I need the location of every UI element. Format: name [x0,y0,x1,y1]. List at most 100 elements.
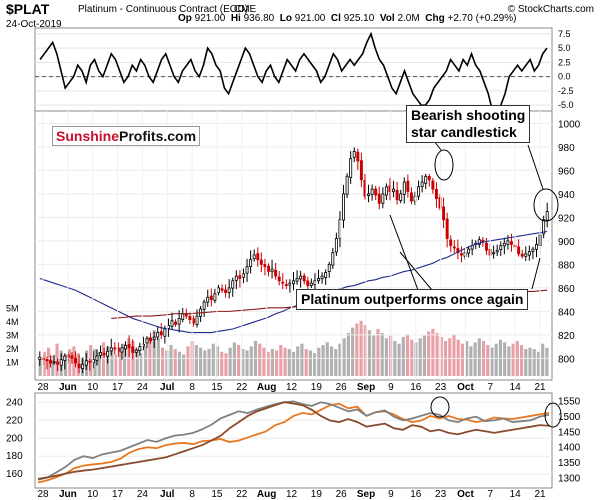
volume-bar [304,349,308,376]
volume-bar [275,350,279,376]
candle-body [334,238,338,253]
volume-bar [51,355,55,376]
volume-bar [249,346,253,376]
x-tick-label-bottom: 28 [37,489,49,500]
candle-body [209,295,213,301]
volume-bar [144,346,148,376]
volume-bar [207,349,211,376]
volume-bar [68,349,72,376]
candle-body [184,313,188,317]
x-tick-label-bottom: 22 [236,489,248,500]
candle-body [281,281,285,284]
volume-bar [541,343,545,376]
comparison-right-tick-label: 1350 [558,458,581,469]
x-tick-label: 19 [311,382,323,393]
price-tick-label: 820 [558,331,575,342]
volume-bar [329,346,334,376]
platinum-comparison-line [37,401,550,480]
candle-body [424,175,428,184]
oscillator-tick-label: 2.5 [558,57,571,67]
sunshine-profits-logo: SunshineProfits.com [52,126,201,146]
outperforms-annotation: Platinum outperforms once again [296,289,529,310]
candle-body [77,363,81,369]
comparison-right-tick-label: 1450 [558,427,581,438]
x-tick-label: 17 [112,382,124,393]
volume-bar [486,345,490,376]
x-tick-label: 16 [410,382,422,393]
volume-bar [490,347,494,376]
volume-bar [346,332,350,376]
candle-body [531,248,535,252]
candle-body [445,218,449,239]
comparison-left-tick-label: 240 [6,397,23,408]
instrument-name: Platinum - Continuous Contract (EOD) [78,4,249,15]
volume-bar [528,347,532,376]
volume-bar [139,353,144,376]
high-value: 936.80 [243,13,275,24]
candle-body [406,180,410,192]
volume-bar [372,335,376,376]
volume-bar [477,338,481,376]
volume-bar [452,334,456,376]
volume-bar [355,323,359,376]
change-label: Chg [425,13,445,24]
volume-bar [545,347,549,376]
volume-bar [211,343,215,376]
candle-body [274,269,278,277]
candle-body [313,280,317,285]
volume-bar [380,332,384,376]
volume-bar [342,338,346,376]
candle-body [191,318,195,324]
volume-bar [194,345,198,376]
candle-body [510,241,513,245]
candle-body [152,336,156,340]
candle-body [88,360,92,363]
x-tick-label-bottom: Jul [160,489,175,500]
candle-body [345,175,349,195]
price-tick-label: 860 [558,284,575,295]
candle-body [288,282,292,286]
volume-bar [532,349,536,376]
candle-body [277,276,281,282]
candle-body [81,363,85,369]
candle-body [384,186,388,196]
candle-body [374,188,378,196]
price-tick-label: 1000 [558,119,581,130]
x-tick-label-bottom: 10 [87,489,99,500]
candle-body [367,193,371,197]
x-tick-label: Jun [59,382,77,393]
candle-body [459,253,463,256]
price-tick-label: 840 [558,307,575,318]
candle-body [227,287,231,293]
volume-bar [313,353,317,376]
comparison-left-tick-label: 160 [6,469,23,480]
candle-body [434,188,438,199]
candle-body [66,354,70,358]
candle-body [492,252,496,255]
volume-tick-label: 5M [6,304,19,314]
volume-bar [431,328,435,376]
candle-body [134,349,138,353]
volume-bar [291,351,296,376]
volume-bar [410,339,414,376]
candle-body [477,239,481,245]
volume-bar [321,345,325,376]
x-tick-label: Aug [257,382,276,393]
candle-body [159,331,163,336]
comparison-left-tick-label: 220 [6,415,23,426]
logo-part-profits: Profits.com [119,128,197,144]
candle-body [252,254,256,260]
volume-bar [245,350,249,376]
candle-body [127,344,131,349]
candle-body [324,272,328,278]
volume-bar [494,343,498,376]
arrow-to-latest-candle [527,144,544,190]
volume-bar [456,339,460,376]
volume-bar [351,327,355,376]
x-tick-label-bottom: 23 [435,489,447,500]
x-tick-label-bottom: 12 [286,489,298,500]
candle-body [427,175,431,181]
volume-bar [228,347,232,376]
volume-bar [89,345,93,376]
candle-body [59,359,63,366]
